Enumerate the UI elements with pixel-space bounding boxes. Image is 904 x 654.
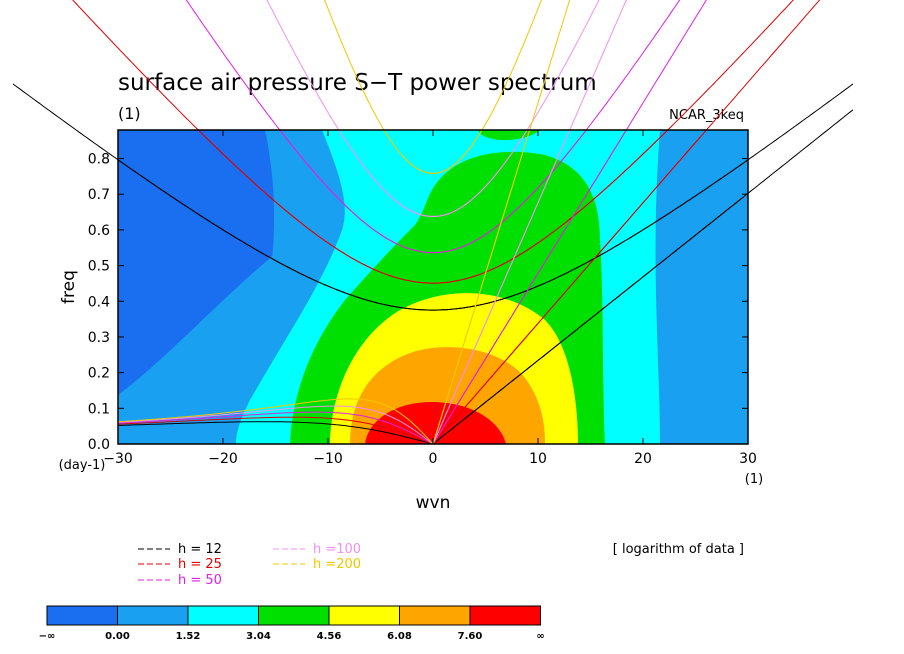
dispersion-curve-extension	[432, 0, 627, 445]
chart-subtitle-left: (1)	[118, 104, 141, 123]
y-axis: 0.0 0.1 0.2 0.3 0.4 0.5 0.6 0.7 0.8	[88, 152, 748, 453]
colorbar-swatch	[46, 605, 118, 626]
chart-title: surface air pressure S−T power spectrum	[118, 70, 597, 96]
dispersion-curve-extension	[432, 109, 854, 445]
y-tick-label: 0.7	[88, 187, 110, 203]
colorbar-label: 0.00	[105, 631, 130, 642]
y-tick-label: 0.3	[88, 330, 110, 346]
y-tick-label: 0.5	[88, 259, 110, 275]
colorbar-swatch	[469, 605, 541, 626]
dispersion-curve-extension	[72, 0, 794, 284]
colorbar-label: 7.60	[458, 631, 483, 642]
x-axis: −30 −20 −10 0 10 20 30	[103, 130, 757, 467]
dispersion-curve-extension	[432, 0, 707, 445]
y-tick-label: 0.6	[88, 223, 110, 239]
dispersion-curves	[12, 0, 854, 445]
legend-label: h =200	[313, 557, 361, 572]
x-tick-label: −30	[103, 451, 133, 467]
y-tick-label: 0.0	[88, 437, 110, 453]
x-tick-label: −10	[313, 451, 343, 467]
contour-level-7	[365, 402, 506, 444]
legend-label: h =100	[313, 542, 361, 557]
dispersion-curve-extension	[324, 0, 542, 174]
x-tick-label: −20	[208, 451, 238, 467]
colorbar-label: ∞	[536, 631, 544, 642]
contour-level-4	[478, 130, 540, 140]
dispersion-curve-extension	[185, 0, 681, 254]
colorbar-swatch	[328, 605, 400, 626]
y-tick-label: 0.1	[88, 401, 110, 417]
colorbar: −∞ 0.00 1.52 3.04 4.56 6.08 7.60 ∞	[39, 605, 545, 642]
colorbar-swatch	[258, 605, 330, 626]
chart-subtitle-right: NCAR_3keq	[669, 108, 744, 123]
dispersion-curve	[118, 416, 434, 444]
x-tick-label: 30	[739, 451, 757, 467]
x-axis-unit: (1)	[745, 472, 763, 487]
colorbar-label: 1.52	[176, 631, 201, 642]
y-tick-label: 0.8	[88, 152, 110, 168]
dispersion-curve-extension	[12, 83, 854, 311]
legend-label: h = 12	[178, 542, 222, 557]
dispersion-curve	[118, 398, 434, 444]
dispersion-curve-extension	[266, 0, 600, 217]
contour-fills	[118, 130, 748, 444]
x-tick-label: 20	[634, 451, 652, 467]
colorbar-swatch	[187, 605, 259, 626]
dispersion-curve	[118, 421, 434, 444]
colorbar-swatch	[399, 605, 471, 626]
x-axis-label: wvn	[416, 493, 451, 513]
legend-label: h = 50	[178, 573, 222, 588]
colorbar-label: 3.04	[246, 631, 271, 642]
y-tick-label: 0.4	[88, 294, 110, 310]
y-axis-unit: (day-1)	[59, 458, 106, 473]
colorbar-label: 4.56	[317, 631, 342, 642]
dispersion-curve-extension	[432, 0, 571, 445]
x-tick-label: 10	[529, 451, 547, 467]
colorbar-swatch	[117, 605, 189, 626]
colorbar-label: 6.08	[387, 631, 412, 642]
dispersion-curve	[118, 411, 434, 444]
y-tick-label: 0.2	[88, 366, 110, 382]
data-note: [ logarithm of data ]	[613, 542, 744, 557]
x-tick-label: 0	[429, 451, 438, 467]
dispersion-curve	[118, 405, 434, 444]
colorbar-label: −∞	[39, 631, 56, 642]
dispersion-curve-extension	[432, 0, 821, 445]
legend-label: h = 25	[178, 557, 222, 572]
y-axis-label: freq	[59, 270, 79, 304]
